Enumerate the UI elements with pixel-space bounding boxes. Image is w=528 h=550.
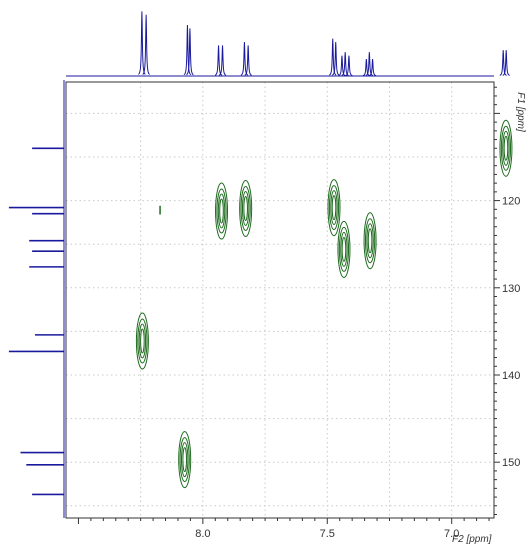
contour-ring [240, 185, 251, 231]
f2-peak [362, 58, 370, 77]
contour-peak [215, 182, 229, 240]
contour-ring [219, 198, 224, 224]
contour-ring [337, 220, 351, 278]
contour-ring [367, 228, 373, 254]
y-tick-label: 140 [502, 370, 520, 382]
contour-ring [328, 185, 340, 231]
contour-ring [340, 231, 348, 267]
contour-peak [337, 220, 351, 278]
contour-ring [366, 223, 374, 259]
contour-ring [364, 218, 376, 264]
f1-projection-spectrum [8, 80, 65, 518]
contour-peak [239, 179, 253, 237]
contour-ring [239, 179, 253, 237]
contour-ring [502, 130, 510, 166]
contour-ring [338, 226, 350, 272]
contour-peak [327, 179, 341, 237]
contour-peak [363, 212, 377, 270]
contour-ring [500, 125, 512, 171]
contour-ring [331, 195, 337, 221]
contour-ring [341, 236, 347, 262]
f2-peak [502, 50, 510, 76]
f2-peak [341, 52, 349, 76]
contour-ring [499, 119, 513, 177]
contour-ring [140, 328, 145, 354]
plot-frame [65, 81, 495, 519]
f2-peak [365, 52, 373, 76]
y-tick-label: 150 [502, 457, 520, 469]
contour-ring [363, 212, 377, 270]
f2-peak [368, 58, 377, 77]
f2-peak [218, 45, 227, 76]
contour-peak [499, 119, 513, 177]
contour-ring [182, 447, 187, 473]
contour-ring [241, 190, 250, 226]
f2-peak [183, 24, 192, 76]
f2-peak [345, 55, 353, 76]
f2-peak [186, 28, 194, 76]
contour-ring [217, 193, 226, 229]
contour-peaks [135, 119, 513, 489]
f2-peak [138, 11, 146, 75]
contour-ring [330, 190, 338, 226]
f2-peak [142, 14, 150, 75]
contour-ring [215, 182, 229, 240]
y-axis-ticks: 120 130 140 150 [494, 86, 520, 516]
contour-ring [138, 323, 147, 359]
contour-ring [180, 442, 189, 478]
f2-peak [338, 55, 346, 76]
x-axis-ticks: 8.0 7.5 7.0 [77, 518, 490, 540]
contour-ring [243, 195, 248, 221]
contour-ring [327, 179, 341, 237]
contour-ring [216, 188, 227, 234]
contour-ring [503, 135, 509, 161]
y-axis-label: F1 [ppm] [515, 92, 526, 132]
f2-peak [240, 41, 249, 76]
grid [66, 82, 494, 518]
contour-peak [178, 431, 192, 489]
contour-ring [137, 318, 148, 364]
x-tick-label: 7.0 [444, 528, 459, 540]
contour-ring [178, 431, 192, 489]
x-axis-label: F2 [ppm] [452, 534, 492, 545]
y-tick-label: 130 [502, 283, 520, 295]
contour-ring [135, 312, 149, 370]
f2-peak [499, 50, 507, 76]
f2-peak [329, 38, 337, 76]
f2-projection-spectrum [66, 11, 510, 77]
f2-peak [214, 45, 223, 76]
contour-ring [179, 437, 190, 483]
axes [65, 81, 495, 519]
f2-peak [244, 45, 252, 76]
y-tick-label: 120 [502, 196, 520, 208]
contour-peak [135, 312, 149, 370]
f2-peak [332, 41, 340, 76]
x-tick-label: 8.0 [195, 528, 210, 540]
x-tick-label: 7.5 [320, 528, 335, 540]
